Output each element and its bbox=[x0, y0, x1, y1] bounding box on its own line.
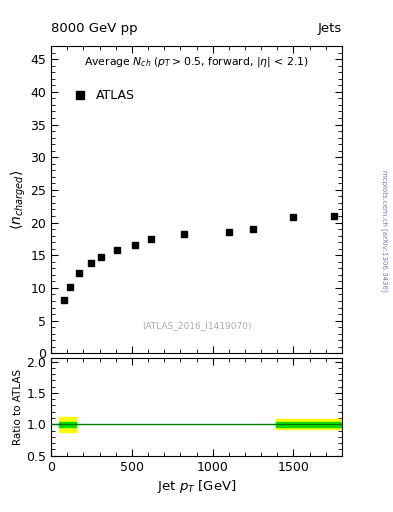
ATLAS bbox=[62, 296, 67, 303]
X-axis label: Jet $p_T$ [GeV]: Jet $p_T$ [GeV] bbox=[157, 478, 236, 495]
ATLAS bbox=[99, 253, 103, 260]
Text: 8000 GeV pp: 8000 GeV pp bbox=[51, 23, 138, 35]
Text: ATLAS: ATLAS bbox=[96, 89, 135, 102]
ATLAS bbox=[88, 260, 93, 266]
ATLAS bbox=[77, 270, 82, 276]
ATLAS bbox=[115, 247, 120, 253]
Bar bbox=[59, 417, 76, 432]
ATLAS bbox=[133, 242, 138, 248]
ATLAS bbox=[149, 236, 154, 242]
Bar bbox=[275, 419, 342, 430]
Text: (ATLAS_2016_I1419070): (ATLAS_2016_I1419070) bbox=[142, 321, 251, 330]
Bar bbox=[275, 422, 342, 427]
ATLAS bbox=[226, 229, 231, 235]
ATLAS bbox=[181, 230, 186, 237]
Bar bbox=[59, 422, 76, 427]
Text: Jets: Jets bbox=[318, 23, 342, 35]
Line: ATLAS: ATLAS bbox=[61, 212, 337, 303]
Text: mcplots.cern.ch [arXiv:1306.3436]: mcplots.cern.ch [arXiv:1306.3436] bbox=[381, 169, 388, 291]
ATLAS bbox=[251, 226, 255, 232]
Y-axis label: Ratio to ATLAS: Ratio to ATLAS bbox=[13, 369, 24, 445]
Text: Average $N_{ch}$ ($p_T$$>$0.5, forward, $|\eta|$ < 2.1): Average $N_{ch}$ ($p_T$$>$0.5, forward, … bbox=[84, 55, 309, 69]
ATLAS bbox=[67, 284, 72, 290]
ATLAS bbox=[331, 213, 336, 219]
Y-axis label: $\langle n_{charged} \rangle$: $\langle n_{charged} \rangle$ bbox=[8, 169, 28, 230]
ATLAS bbox=[291, 214, 296, 220]
